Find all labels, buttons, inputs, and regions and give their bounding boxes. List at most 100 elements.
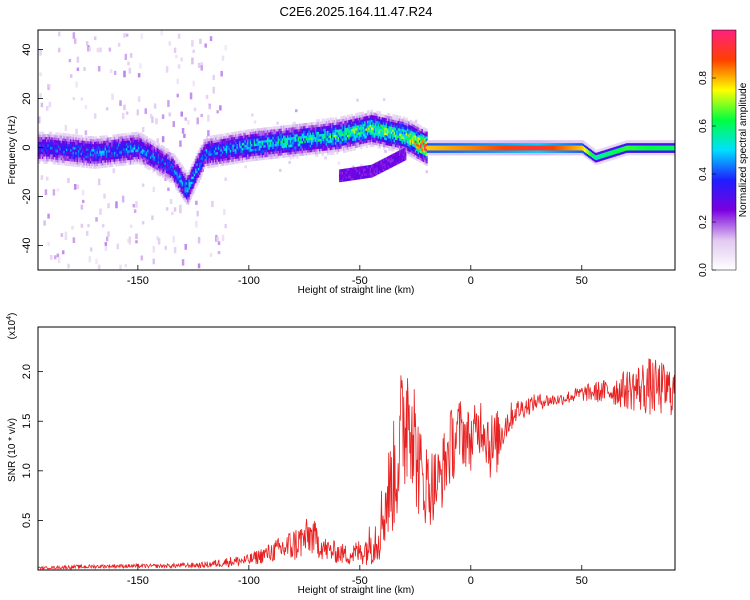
heat-cell <box>524 140 527 144</box>
heat-cell <box>265 139 268 143</box>
heat-cell <box>342 120 346 124</box>
heat-cell <box>552 147 555 151</box>
heat-cell <box>393 129 396 133</box>
heat-cell <box>392 136 395 140</box>
heat-cell <box>240 155 243 159</box>
heat-cell <box>424 135 427 139</box>
heat-cell <box>273 150 276 154</box>
heat-cell <box>338 123 342 127</box>
heat-cell <box>217 158 220 162</box>
heat-cell <box>92 151 95 155</box>
heat-cell <box>429 152 432 156</box>
heat-cell <box>109 139 113 143</box>
heat-cell <box>462 145 466 149</box>
heat-cell <box>225 157 228 161</box>
heat-cell <box>148 164 151 168</box>
heat-cell <box>397 137 400 141</box>
heat-cell <box>140 147 143 151</box>
heat-cell <box>140 142 143 146</box>
heat-cell <box>320 121 323 125</box>
heat-cell <box>377 166 380 170</box>
heat-cell <box>253 158 256 161</box>
heat-cell <box>414 119 418 123</box>
heat-cell <box>449 140 452 144</box>
heat-cell <box>295 128 298 132</box>
heat-cell <box>344 135 347 139</box>
heat-cell <box>81 164 85 168</box>
heat-cell <box>265 132 268 136</box>
heat-cell <box>219 161 222 164</box>
heat-cell <box>103 137 106 141</box>
heat-cell <box>68 138 71 142</box>
heat-cell <box>545 142 548 146</box>
heat-cell <box>260 135 263 139</box>
heat-cell <box>333 134 336 138</box>
heat-cell <box>100 147 103 151</box>
heat-cell <box>251 133 254 137</box>
heat-cell <box>322 140 326 144</box>
heat-cell <box>267 144 270 148</box>
heat-cell <box>188 191 191 195</box>
heat-cell <box>272 131 275 135</box>
heat-cell <box>382 129 386 133</box>
heat-cell <box>293 124 296 128</box>
heat-cell <box>321 148 324 152</box>
heat-cell <box>205 136 208 140</box>
heat-cell <box>405 122 408 126</box>
heat-cell <box>542 152 545 156</box>
heat-cell <box>267 127 270 131</box>
heat-cell <box>368 137 371 141</box>
heat-cell <box>205 155 208 159</box>
heat-cell <box>265 142 268 145</box>
heat-cell <box>295 146 298 150</box>
heat-cell <box>141 158 145 162</box>
heat-cell <box>124 140 127 144</box>
heat-cell <box>251 128 254 132</box>
heat-cell <box>103 157 106 161</box>
heat-cell <box>356 129 359 133</box>
heat-cell <box>377 138 380 141</box>
heat-cell <box>68 148 71 152</box>
heat-cell <box>64 138 67 142</box>
heat-cell <box>402 119 406 123</box>
heat-cell <box>276 140 279 144</box>
heat-cell <box>358 124 362 128</box>
heat-cell <box>109 161 113 165</box>
heat-cell <box>369 174 372 178</box>
heat-cell <box>124 152 127 156</box>
heat-cell <box>143 147 146 150</box>
heat-cell <box>64 162 67 166</box>
heat-cell <box>332 127 335 131</box>
heat-cell <box>152 167 155 171</box>
heat-cell <box>223 138 226 142</box>
heat-cell <box>469 140 472 144</box>
heat-cell <box>469 142 472 146</box>
heat-cell <box>404 124 407 128</box>
heat-cell <box>156 164 159 168</box>
heat-cell <box>132 139 135 143</box>
heat-cell <box>49 134 53 138</box>
heat-cell <box>197 162 201 166</box>
heat-cell <box>425 133 428 137</box>
heat-cell <box>352 138 355 142</box>
heat-cell <box>400 140 403 144</box>
heat-cell <box>91 136 94 140</box>
heat-cell <box>299 128 302 132</box>
heat-cell <box>538 152 541 156</box>
heat-cell <box>332 124 335 128</box>
heat-cell <box>344 149 347 153</box>
heat-cell <box>281 137 284 141</box>
heat-cell <box>47 156 50 160</box>
heat-cell <box>550 142 553 146</box>
heat-cell <box>566 142 569 146</box>
heat-cell <box>324 130 327 134</box>
heat-cell <box>357 171 360 175</box>
heat-cell <box>340 126 343 130</box>
heat-cell <box>529 147 532 151</box>
heat-cell <box>393 153 396 157</box>
heat-cell <box>45 138 49 142</box>
heat-cell <box>199 172 202 175</box>
heat-cell <box>402 131 406 135</box>
heat-cell <box>325 130 328 134</box>
heat-cell <box>48 101 52 108</box>
